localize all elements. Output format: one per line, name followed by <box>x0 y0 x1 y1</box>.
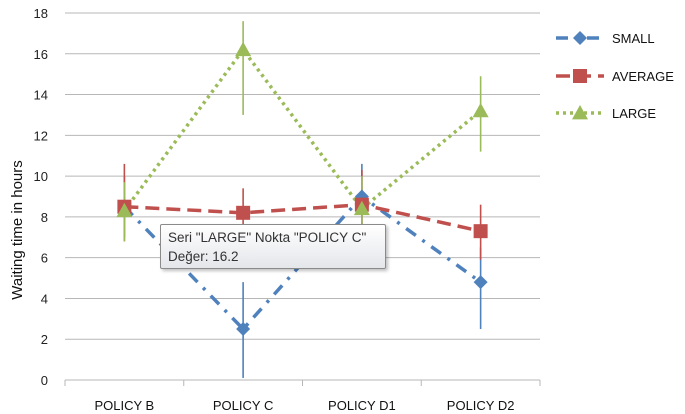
series-lines <box>122 46 482 332</box>
y-tick-label-10: 10 <box>34 169 48 184</box>
marker-small-policy-c <box>236 322 251 337</box>
y-tick-label-14: 14 <box>34 88 48 103</box>
x-category-label-policy-d2: POLICY D2 <box>447 398 515 413</box>
legend-label-average: AVERAGE <box>612 69 674 84</box>
y-tick-label-0: 0 <box>41 373 48 388</box>
legend-marker-average <box>573 69 587 83</box>
x-category-label-policy-d1: POLICY D1 <box>328 398 396 413</box>
x-category-labels: POLICY B POLICY C POLICY D1 POLICY D2 <box>95 398 515 413</box>
y-axis-label: Waiting time in hours <box>9 160 26 300</box>
marker-large-policy-d2 <box>472 102 489 118</box>
marker-large-policy-d1 <box>353 200 370 216</box>
legend-marker-small <box>573 31 587 45</box>
series-line-average <box>124 202 482 233</box>
legend: SMALL AVERAGE LARGE <box>556 31 674 121</box>
data-point-tooltip: Seri "LARGE" Nokta "POLICY C" Değer: 16.… <box>160 224 386 269</box>
error-bars <box>123 21 482 378</box>
y-tick-label-8: 8 <box>41 210 48 225</box>
y-tick-labels: 0 2 4 6 8 10 12 14 16 18 <box>34 6 48 388</box>
x-category-label-policy-c: POLICY C <box>213 398 273 413</box>
tooltip-value-line: Değer: 16.2 <box>168 249 239 264</box>
gridlines <box>64 12 541 386</box>
legend-label-large: LARGE <box>612 106 656 121</box>
marker-small-policy-d2 <box>473 275 488 290</box>
marker-average-policy-d2 <box>473 224 488 239</box>
data-markers <box>116 41 489 337</box>
series-line-large <box>122 46 482 212</box>
marker-large-policy-c <box>235 41 252 57</box>
y-tick-label-16: 16 <box>34 47 48 62</box>
legend-marker-large <box>572 105 588 120</box>
y-tick-label-4: 4 <box>41 291 48 306</box>
y-tick-label-18: 18 <box>34 6 48 21</box>
marker-average-policy-c <box>236 205 251 220</box>
y-tick-label-12: 12 <box>34 128 48 143</box>
legend-label-small: SMALL <box>612 31 655 46</box>
x-category-label-policy-b: POLICY B <box>95 398 155 413</box>
tooltip-series-line: Seri "LARGE" Nokta "POLICY C" <box>168 230 367 245</box>
y-tick-label-6: 6 <box>41 251 48 266</box>
marker-large-policy-b <box>116 202 133 218</box>
y-tick-label-2: 2 <box>41 332 48 347</box>
